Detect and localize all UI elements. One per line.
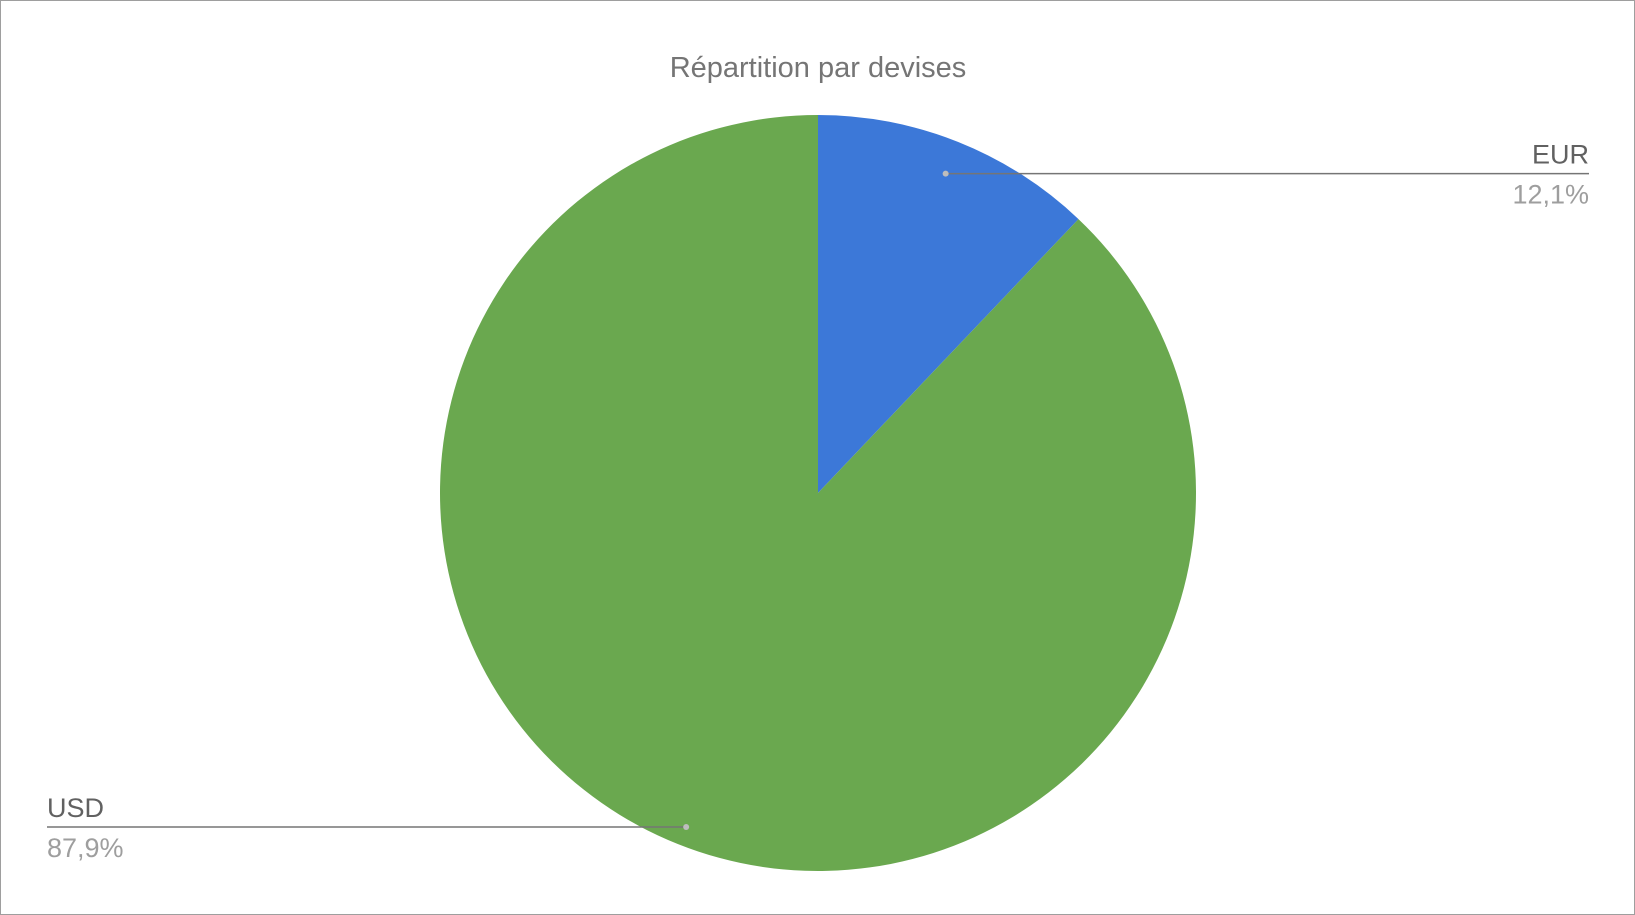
slice-value-usd: 87,9% xyxy=(47,833,124,863)
slice-label-eur: EUR xyxy=(1532,140,1589,170)
slice-value-eur: 12,1% xyxy=(1512,180,1589,210)
chart-title: Répartition par devises xyxy=(670,52,967,84)
leader-dot-eur xyxy=(942,170,949,177)
pie-slice-eur xyxy=(818,115,1079,493)
pie-slice-usd xyxy=(439,115,1196,871)
leader-dot-usd xyxy=(683,824,690,830)
slice-labels: EUR 12,1% USD 87,9% xyxy=(47,140,1589,863)
pie-slices xyxy=(439,115,1196,871)
slice-label-usd: USD xyxy=(47,793,104,823)
